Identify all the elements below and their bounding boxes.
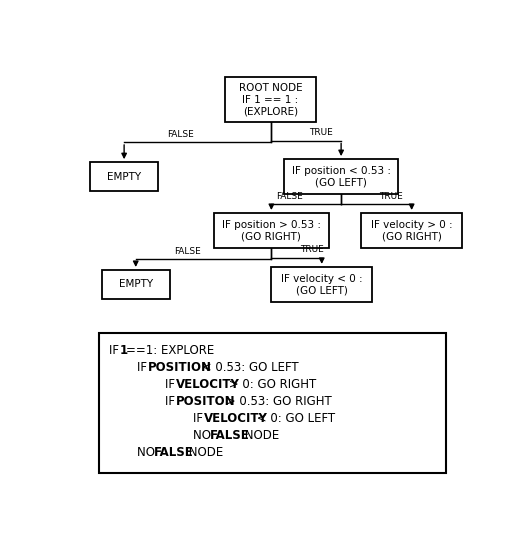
Text: FALSE: FALSE xyxy=(167,130,194,139)
Text: ==1: EXPLORE: ==1: EXPLORE xyxy=(126,344,214,357)
Text: FALSE: FALSE xyxy=(210,429,250,442)
Bar xyxy=(284,159,399,195)
Text: IF position > 0.53 :
(GO RIGHT): IF position > 0.53 : (GO RIGHT) xyxy=(222,220,321,241)
Text: FALSE: FALSE xyxy=(174,247,201,256)
Text: IF: IF xyxy=(165,395,179,408)
Text: 1: 1 xyxy=(120,344,128,357)
Text: NO: NO xyxy=(137,446,159,459)
Text: FALSE: FALSE xyxy=(276,191,303,201)
Text: IF velocity < 0 :
(GO LEFT): IF velocity < 0 : (GO LEFT) xyxy=(281,274,363,295)
Text: IF velocity > 0 :
(GO RIGHT): IF velocity > 0 : (GO RIGHT) xyxy=(371,220,452,241)
Text: > 0.53: GO RIGHT: > 0.53: GO RIGHT xyxy=(222,395,332,408)
Text: POSITION: POSITION xyxy=(148,361,212,374)
Text: TRUE: TRUE xyxy=(380,191,403,201)
Text: IF: IF xyxy=(165,378,179,391)
Text: NO: NO xyxy=(193,429,215,442)
Text: TRUE: TRUE xyxy=(300,246,324,254)
Text: EMPTY: EMPTY xyxy=(119,280,153,289)
Text: < 0: GO LEFT: < 0: GO LEFT xyxy=(253,412,335,425)
Text: NODE: NODE xyxy=(241,429,279,442)
Bar xyxy=(271,267,372,302)
Text: VELOCITY: VELOCITY xyxy=(204,412,268,425)
Bar xyxy=(102,270,170,299)
Bar xyxy=(90,162,158,191)
Bar xyxy=(99,333,446,473)
Bar xyxy=(361,213,462,248)
Text: IF: IF xyxy=(193,412,207,425)
Text: < 0.53: GO LEFT: < 0.53: GO LEFT xyxy=(197,361,298,374)
Text: ROOT NODE
IF 1 == 1 :
(EXPLORE): ROOT NODE IF 1 == 1 : (EXPLORE) xyxy=(239,83,303,117)
Text: IF: IF xyxy=(109,344,123,357)
Text: POSITON: POSITON xyxy=(176,395,235,408)
Text: TRUE: TRUE xyxy=(309,128,333,138)
Text: IF position < 0.53 :
(GO LEFT): IF position < 0.53 : (GO LEFT) xyxy=(291,166,391,188)
Bar xyxy=(214,213,329,248)
Text: FALSE: FALSE xyxy=(154,446,194,459)
Text: VELOCITY: VELOCITY xyxy=(176,378,240,391)
Bar xyxy=(225,78,316,122)
Text: > 0: GO RIGHT: > 0: GO RIGHT xyxy=(225,378,317,391)
Text: EMPTY: EMPTY xyxy=(107,172,141,182)
Text: NODE: NODE xyxy=(185,446,223,459)
Text: IF: IF xyxy=(137,361,151,374)
